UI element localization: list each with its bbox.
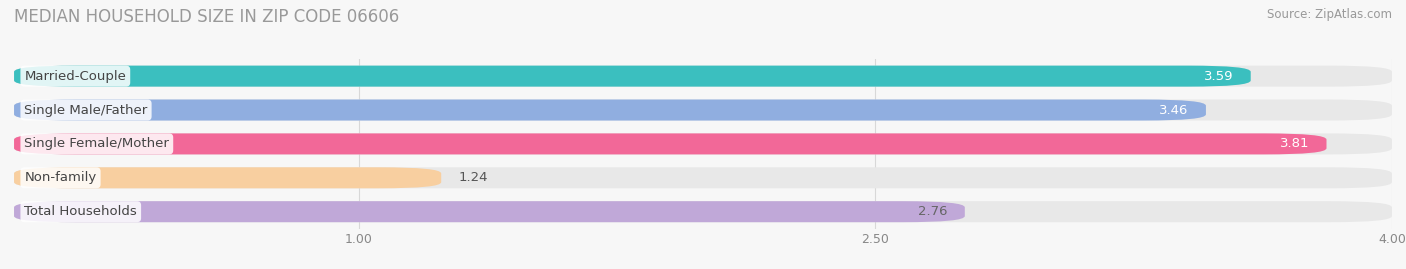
FancyBboxPatch shape	[14, 100, 1392, 121]
Text: 3.46: 3.46	[1160, 104, 1188, 116]
FancyBboxPatch shape	[14, 201, 1392, 222]
FancyBboxPatch shape	[14, 167, 1392, 188]
Text: 2.76: 2.76	[918, 205, 948, 218]
Text: Non-family: Non-family	[24, 171, 97, 184]
Text: Single Female/Mother: Single Female/Mother	[24, 137, 169, 150]
FancyBboxPatch shape	[14, 66, 1392, 87]
FancyBboxPatch shape	[14, 201, 965, 222]
Text: 3.81: 3.81	[1279, 137, 1309, 150]
FancyBboxPatch shape	[14, 66, 1251, 87]
Text: Source: ZipAtlas.com: Source: ZipAtlas.com	[1267, 8, 1392, 21]
FancyBboxPatch shape	[14, 167, 441, 188]
FancyBboxPatch shape	[14, 133, 1326, 154]
Text: 1.24: 1.24	[458, 171, 488, 184]
Text: Married-Couple: Married-Couple	[24, 70, 127, 83]
Text: Single Male/Father: Single Male/Father	[24, 104, 148, 116]
Text: Total Households: Total Households	[24, 205, 138, 218]
FancyBboxPatch shape	[14, 100, 1206, 121]
Text: MEDIAN HOUSEHOLD SIZE IN ZIP CODE 06606: MEDIAN HOUSEHOLD SIZE IN ZIP CODE 06606	[14, 8, 399, 26]
FancyBboxPatch shape	[14, 133, 1392, 154]
Text: 3.59: 3.59	[1204, 70, 1233, 83]
